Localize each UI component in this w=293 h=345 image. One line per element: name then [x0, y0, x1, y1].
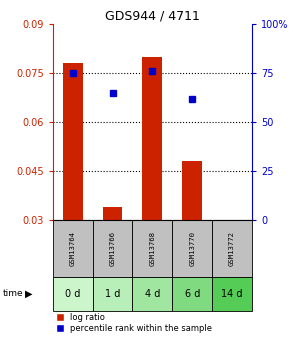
Text: GSM13764: GSM13764: [70, 231, 76, 266]
Bar: [212, 277, 252, 310]
Text: GSM13770: GSM13770: [189, 231, 195, 266]
Bar: [142, 57, 162, 220]
Text: 1 d: 1 d: [105, 289, 120, 299]
Bar: [132, 277, 172, 310]
Text: GSM13772: GSM13772: [229, 231, 235, 266]
Bar: [53, 277, 93, 310]
Title: GDS944 / 4711: GDS944 / 4711: [105, 10, 200, 23]
Legend: log ratio, percentile rank within the sample: log ratio, percentile rank within the sa…: [57, 313, 212, 333]
Bar: [63, 63, 83, 220]
Bar: [103, 207, 122, 220]
Text: 4 d: 4 d: [145, 289, 160, 299]
Text: time: time: [3, 289, 23, 298]
Bar: [212, 220, 252, 277]
Bar: [172, 277, 212, 310]
Bar: [53, 220, 93, 277]
Bar: [182, 161, 202, 220]
Text: 0 d: 0 d: [65, 289, 80, 299]
Text: GSM13768: GSM13768: [149, 231, 155, 266]
Text: 6 d: 6 d: [185, 289, 200, 299]
Text: GSM13766: GSM13766: [110, 231, 115, 266]
Bar: [93, 277, 132, 310]
Bar: [132, 220, 172, 277]
Bar: [93, 220, 132, 277]
Bar: [172, 220, 212, 277]
Text: 14 d: 14 d: [221, 289, 243, 299]
Text: ▶: ▶: [25, 289, 33, 299]
